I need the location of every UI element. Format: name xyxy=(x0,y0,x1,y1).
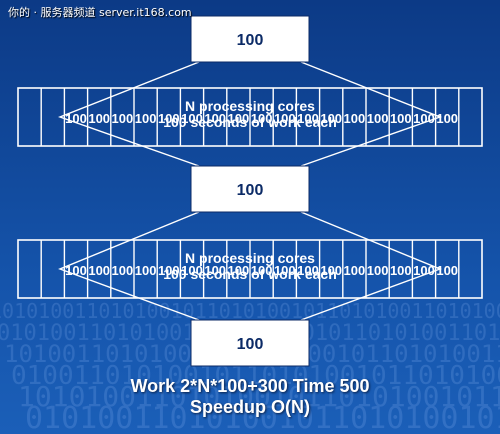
core-work-value: 100 xyxy=(251,111,273,126)
serial-box-frame xyxy=(190,319,310,367)
core-work-value: 100 xyxy=(158,111,180,126)
core-work-value: 100 xyxy=(112,111,134,126)
core-work-value: 100 xyxy=(390,263,412,278)
core-work-value: 100 xyxy=(88,111,110,126)
serial-box-label: 100 xyxy=(237,182,264,199)
fan-outline xyxy=(58,61,442,167)
binary-digits-row: 1010100110101001011010100101101010011010… xyxy=(18,380,500,413)
work-time-label: Work 2*N*100+300 Time 500 xyxy=(130,376,370,396)
parallel-row: 100 100 100 100 100 100 100 100 100 100 100 100 100 1… xyxy=(17,239,483,299)
core-work-value: 100 xyxy=(413,111,435,126)
core-work-value: 100 xyxy=(413,263,435,278)
core-work-value: 100 xyxy=(344,263,366,278)
watermark: 你的 · 服务器频道 server.it168.com xyxy=(8,6,192,19)
serial-box: 100 xyxy=(190,15,310,63)
core-work-value: 100 xyxy=(344,111,366,126)
core-work-value: 100 xyxy=(181,111,203,126)
core-work-value: 100 xyxy=(112,263,134,278)
parallel-rows: 100 100 100 100 100 100 100 100 100 100 100 100 100 1… xyxy=(17,87,483,299)
binary-digits-row: 0101001101010010110101001011010100110101… xyxy=(25,401,500,434)
core-work-value: 100 xyxy=(297,111,319,126)
work-label: 100 seconds of work each xyxy=(163,114,337,130)
serial-box-frame xyxy=(190,15,310,63)
fan-outline xyxy=(58,211,442,321)
speedup-label: Speedup O(N) xyxy=(190,397,310,417)
fan-lines xyxy=(58,61,442,321)
caption: Work 2*N*100+300 Time 500 Speedup O(N) xyxy=(0,376,500,418)
core-work-value: 100 xyxy=(228,111,250,126)
core-work-value: 100 xyxy=(88,263,110,278)
core-work-value: 100 xyxy=(65,111,87,126)
serial-box: 100 xyxy=(190,165,310,213)
core-work-value: 100 xyxy=(181,263,203,278)
core-work-value: 100 xyxy=(390,111,412,126)
core-work-value: 100 xyxy=(204,111,226,126)
cores-label: N processing cores xyxy=(185,250,315,266)
work-label: 100 seconds of work each xyxy=(163,266,337,282)
serial-box-frame xyxy=(190,165,310,213)
core-work-value: 100 xyxy=(204,263,226,278)
core-work-value: 100 xyxy=(436,111,458,126)
core-work-value: 100 xyxy=(65,263,87,278)
serial-box-label: 100 xyxy=(237,32,264,49)
binary-digits-row: 1010100110101001011010100101101010011010… xyxy=(0,299,500,323)
core-work-value: 100 xyxy=(436,263,458,278)
serial-box: 100 xyxy=(190,319,310,367)
cores-label: N processing cores xyxy=(185,98,315,114)
core-work-value: 100 xyxy=(274,111,296,126)
core-work-value: 100 xyxy=(158,263,180,278)
core-work-value: 100 xyxy=(135,111,157,126)
core-work-value: 100 xyxy=(367,263,389,278)
core-work-value: 100 xyxy=(251,263,273,278)
core-work-value: 100 xyxy=(297,263,319,278)
parallel-row: 100 100 100 100 100 100 100 100 100 100 100 100 100 1… xyxy=(17,87,483,147)
core-work-value: 100 xyxy=(320,111,342,126)
core-work-value: 100 xyxy=(274,263,296,278)
core-work-value: 100 xyxy=(228,263,250,278)
serial-box-label: 100 xyxy=(237,336,264,353)
core-work-value: 100 xyxy=(320,263,342,278)
core-work-value: 100 xyxy=(135,263,157,278)
core-work-value: 100 xyxy=(367,111,389,126)
